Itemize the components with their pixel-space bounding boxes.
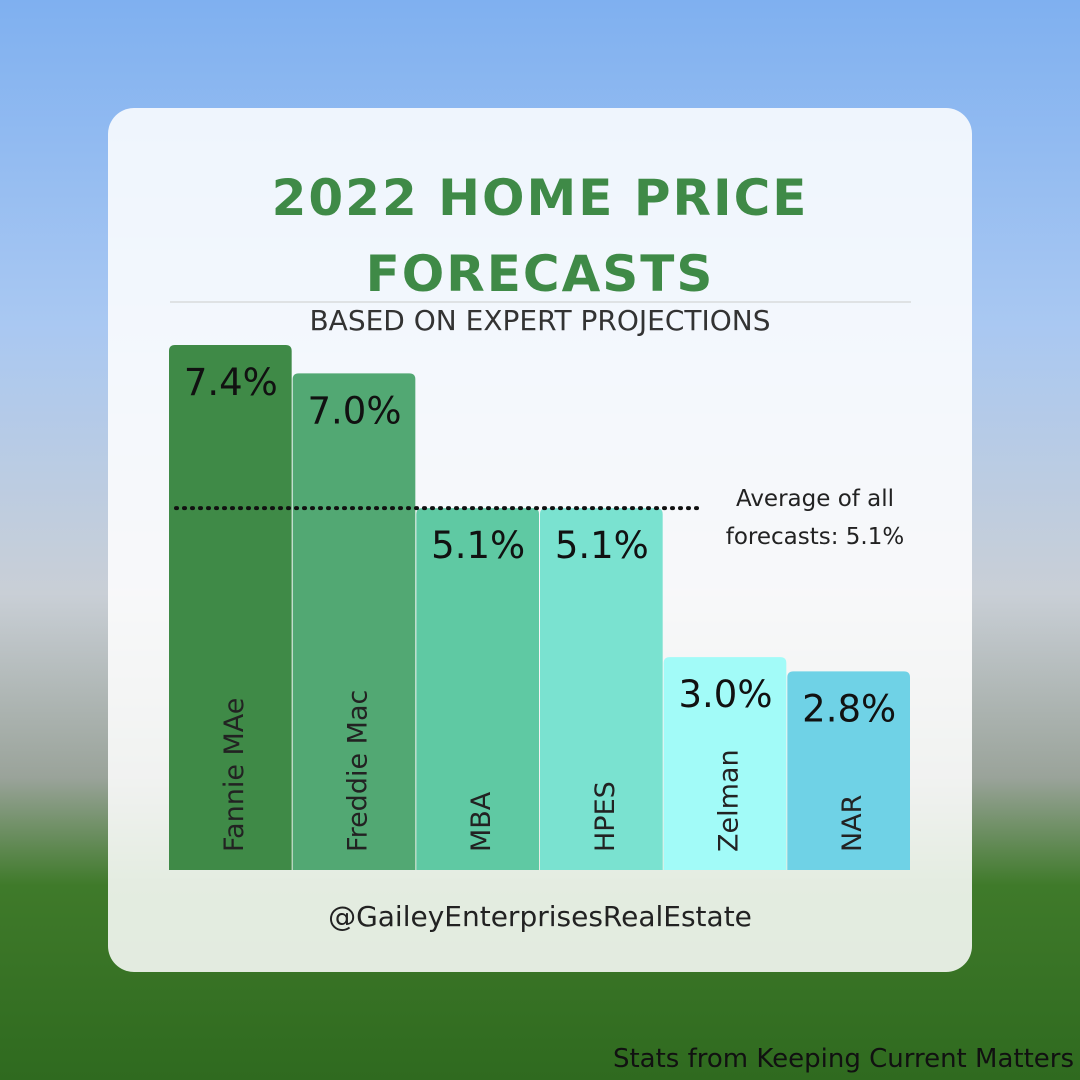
bar [663,657,787,870]
value-label: 7.0% [308,389,402,432]
category-label: NAR [837,795,868,852]
bar [787,671,910,870]
bar [416,508,539,870]
subtitle: BASED ON EXPERT PROJECTIONS [309,304,771,337]
value-label: 2.8% [802,687,896,730]
category-label: Freddie Mac [343,690,374,852]
value-label: 3.0% [679,673,773,716]
bar [540,508,663,870]
bar [292,373,416,870]
average-annotation: Average of all forecasts: 5.1% [725,486,905,550]
value-label: 7.4% [184,361,278,404]
category-label: HPES [590,781,621,852]
handle: @GaileyEnterprisesRealEstate [328,900,752,933]
category-label: MBA [466,791,497,852]
source-note: Stats from Keeping Current Matters [612,1044,1074,1074]
category-label: Zelman [714,749,745,852]
bar [169,345,292,870]
value-label: 5.1% [431,524,525,567]
category-label: Fannie MAe [219,698,250,852]
chart-title: 2022 HOME PRICE FORECASTS [271,169,809,303]
value-label: 5.1% [555,524,649,567]
